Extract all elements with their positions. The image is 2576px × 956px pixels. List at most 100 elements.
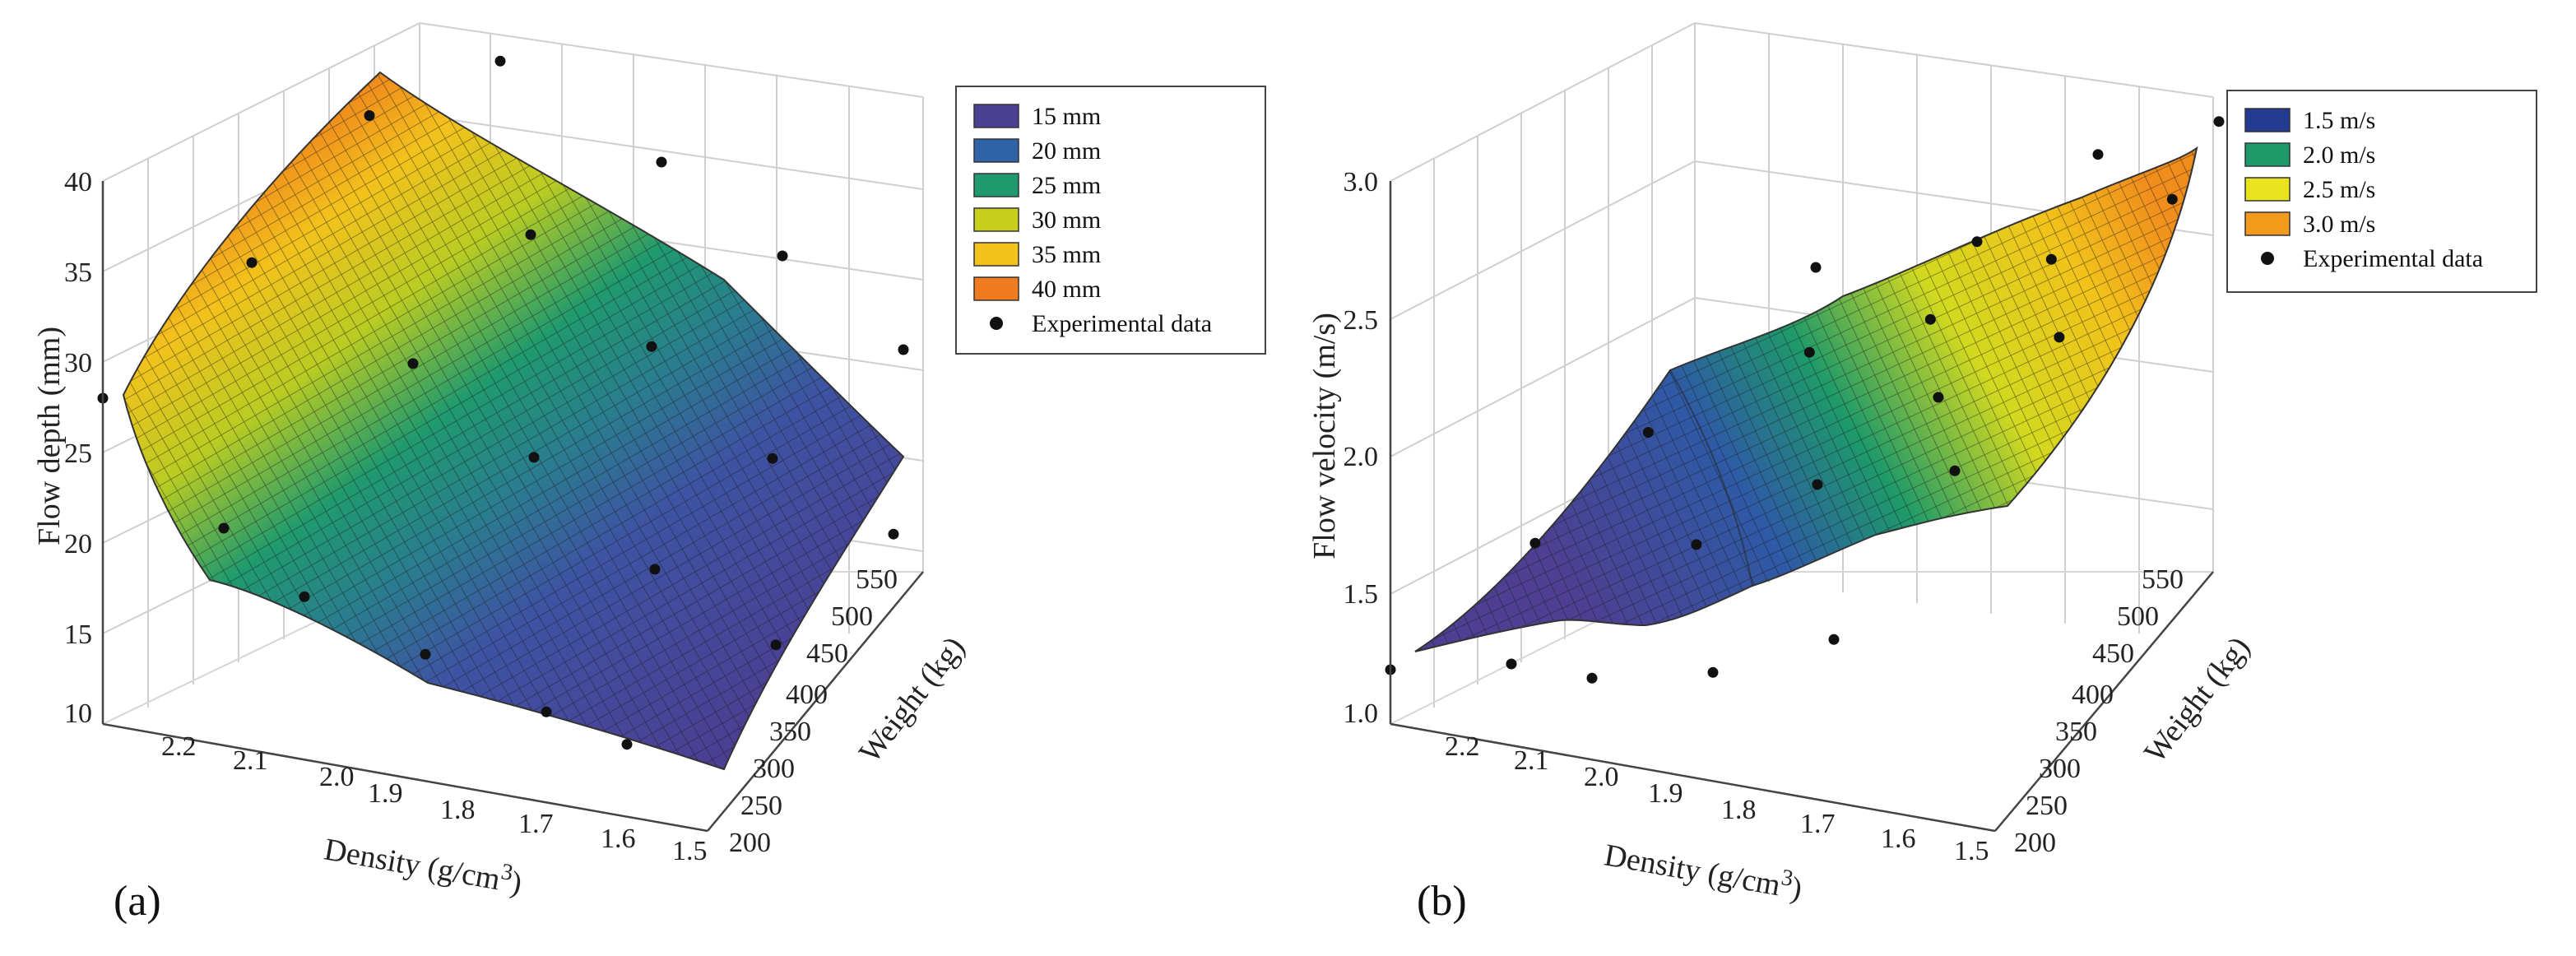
legend-swatch: [973, 207, 1019, 232]
experimental-point: [525, 229, 536, 240]
x-axis-label-b: Density (g/cm3): [1602, 833, 1805, 906]
experimental-point: [621, 739, 633, 750]
experimental-point: [1691, 539, 1702, 550]
x-tick-label: 1.8: [440, 795, 476, 825]
experimental-point: [646, 341, 657, 352]
experimental-point: [1971, 236, 1983, 248]
experimental-point: [1810, 262, 1822, 273]
experimental-point: [1642, 427, 1654, 438]
z-ticks-a: 40 35 30 25 20 15 10: [64, 167, 92, 729]
z-tick-label: 1.5: [1344, 579, 1379, 610]
experimental-point: [2213, 116, 2225, 128]
axes-b: [1389, 181, 2214, 833]
legend-marker-label: Experimental data: [2303, 245, 2483, 272]
x-tick-label: 1.8: [1721, 795, 1757, 825]
experimental-point: [1949, 465, 1961, 476]
x-tick-label: 1.9: [368, 778, 403, 809]
legend-marker-label: Experimental data: [1032, 310, 1212, 337]
experimental-point: [1586, 672, 1598, 684]
panel-a: 40 35 30 25 20 15 10 2.2 2.1 2.0 1.9 1.8…: [32, 22, 1266, 925]
z-tick-label: 40: [64, 167, 92, 197]
experimental-points-b: [1385, 116, 2225, 684]
experimental-point: [2045, 253, 2057, 265]
legend-swatch: [2244, 142, 2291, 167]
experimental-point: [770, 639, 782, 651]
z-tick-label: 25: [64, 439, 92, 469]
y-tick-label: 500: [2117, 601, 2159, 632]
legend-swatch: [973, 138, 1019, 163]
z-tick-label: 15: [64, 620, 92, 650]
y-tick-label: 550: [2142, 564, 2184, 595]
legend-label: 2.0 m/s: [2303, 142, 2375, 169]
panel-label-a: (a): [114, 878, 161, 925]
legend-label: 3.0 m/s: [2303, 211, 2375, 238]
x-tick-label: 2.1: [1514, 745, 1549, 776]
experimental-points-a: [97, 55, 909, 750]
experimental-point: [1933, 392, 1944, 403]
experimental-point: [420, 648, 431, 660]
experimental-point: [1506, 658, 1517, 670]
x-axis-label-a: Density (g/cm3): [322, 828, 525, 900]
y-axis-label-b: Weight (kg): [2137, 630, 2257, 769]
legend-marker: [2261, 252, 2274, 265]
legend-swatch: [973, 276, 1019, 301]
y-tick-label: 300: [753, 754, 795, 784]
z-ticks-b: 3.0 2.5 2.0 1.5 1.0: [1344, 167, 1379, 729]
y-tick-label: 250: [740, 791, 782, 821]
legend-swatch: [2244, 211, 2291, 236]
x-tick-label: 2.0: [1584, 762, 1619, 792]
x-tick-label: 2.2: [161, 731, 197, 762]
z-axis-label-a: Flow depth (mm): [32, 327, 67, 545]
x-tick-label: 2.0: [319, 762, 355, 792]
legend-swatch: [2244, 177, 2291, 202]
y-axis-label-a: Weight (kg): [852, 630, 972, 769]
y-tick-label: 500: [831, 601, 873, 632]
experimental-point: [1529, 537, 1541, 549]
x-ticks-a: 2.2 2.1 2.0 1.9 1.8 1.7 1.6 1.5: [161, 731, 708, 866]
experimental-point: [777, 250, 788, 262]
z-axis-label-b: Flow velocity (m/s): [1307, 313, 1342, 559]
z-tick-label: 35: [64, 258, 92, 288]
legend-b: 1.5 m/s 2.0 m/s 2.5 m/s 3.0 m/s Experimental…: [2226, 90, 2537, 293]
experimental-point: [2092, 149, 2104, 160]
experimental-point: [407, 358, 419, 369]
legend-label: 1.5 m/s: [2303, 107, 2375, 134]
experimental-point: [528, 452, 540, 463]
experimental-point: [218, 522, 230, 534]
legend-swatch: [2244, 108, 2291, 132]
z-tick-label: 2.0: [1344, 442, 1379, 472]
x-tick-label: 1.5: [1954, 836, 1989, 866]
legend-label: 25 mm: [1032, 172, 1101, 199]
y-tick-label: 250: [2026, 791, 2068, 821]
x-tick-label: 1.9: [1648, 778, 1683, 809]
legend-label: 20 mm: [1032, 137, 1101, 165]
x-tick-label: 2.1: [233, 745, 268, 776]
x-tick-label: 1.6: [601, 824, 636, 854]
legend-a: 15 mm 20 mm 25 mm 30 mm 35 mm 40 mm Experiment…: [955, 86, 1266, 355]
y-tick-label: 350: [2055, 717, 2097, 747]
experimental-point: [2166, 193, 2178, 205]
y-tick-label: 550: [856, 564, 898, 595]
y-ticks-b: 200 250 300 350 400 450 500 550: [2014, 564, 2184, 858]
x-tick-label: 1.6: [1881, 824, 1916, 854]
y-tick-label: 400: [786, 680, 828, 710]
legend-label: 30 mm: [1032, 207, 1101, 234]
x-tick-label: 1.5: [672, 836, 708, 866]
legend-label: 2.5 m/s: [2303, 176, 2375, 203]
experimental-point: [246, 257, 258, 268]
z-tick-label: 3.0: [1344, 167, 1379, 197]
legend-swatch: [973, 242, 1019, 267]
experimental-point: [1828, 633, 1840, 645]
experimental-point: [541, 706, 552, 717]
experimental-point: [2054, 332, 2065, 343]
x-tick-label: 1.7: [518, 809, 554, 839]
experimental-point: [1803, 346, 1815, 358]
experimental-point: [888, 528, 899, 540]
surface-b: [1414, 146, 2198, 652]
experimental-point: [656, 156, 667, 168]
experimental-point: [1924, 313, 1936, 325]
legend-label: 15 mm: [1032, 103, 1101, 130]
experimental-point: [898, 344, 909, 355]
panel-b: 3.0 2.5 2.0 1.5 1.0 2.2 2.1 2.0 1.9 1.8 …: [1307, 22, 2537, 925]
